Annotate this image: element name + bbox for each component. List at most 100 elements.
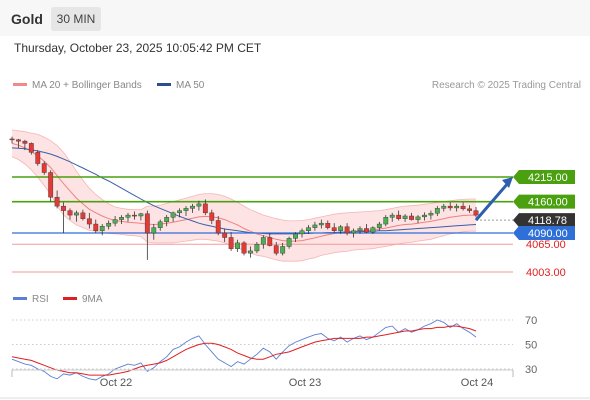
candle-body (151, 227, 157, 234)
candle-body (177, 210, 182, 214)
projection-arrowhead (502, 177, 513, 188)
candle-body (428, 213, 434, 216)
level-label-4065.00: 4065.00 (526, 239, 566, 251)
ma50-line (11, 147, 477, 235)
candle-body (467, 208, 472, 211)
candle-body (312, 224, 318, 228)
candle-body (138, 213, 144, 217)
time-axis: Oct 22 Oct 23 Oct 24 (0, 369, 590, 399)
legend-rsi: RSI (13, 294, 49, 305)
legend-ma20: MA 20 + Bollinger Bands (13, 80, 142, 91)
candle-body (357, 228, 363, 231)
candle-body (202, 203, 208, 214)
ma9-swatch (63, 296, 77, 300)
level-label-4118.78: 4118.78 (528, 215, 567, 227)
candle-body (383, 217, 389, 225)
candle-body (260, 237, 266, 245)
candle-body (396, 214, 402, 219)
level-tag-4118.78 (513, 213, 575, 228)
candle-body (267, 237, 273, 246)
candle-body (441, 205, 447, 209)
candle-body (41, 163, 47, 173)
rsi-series-RSI (11, 319, 477, 381)
candle-body (473, 210, 479, 216)
candle-body (28, 143, 34, 153)
candle-body (16, 139, 21, 142)
legend-ma20-label: MA 20 + Bollinger Bands (32, 80, 142, 91)
candle-body (235, 242, 240, 249)
candle-body (67, 210, 73, 216)
candle-body (132, 214, 137, 217)
level-label-4215.00: 4215.00 (528, 172, 568, 184)
candle-body (273, 245, 279, 254)
candle-body (415, 216, 421, 220)
candle-body (248, 250, 253, 254)
candle-body (183, 208, 189, 211)
time-tick-Oct-23: Oct 23 (289, 377, 321, 389)
candle-body (376, 223, 382, 228)
level-tag-4215.00 (513, 170, 575, 184)
price-level-layer (12, 176, 513, 273)
candle-body (344, 226, 350, 234)
projection-arrow (474, 181, 511, 222)
research-credit: Research © 2025 Trading Central (431, 80, 581, 91)
candle-body (306, 227, 311, 231)
legend-ma50: MA 50 (157, 80, 204, 91)
candle-body (325, 222, 331, 228)
candle-body (9, 138, 15, 141)
legend-ma50-label: MA 50 (176, 80, 205, 91)
timeframe-button[interactable]: 30 MIN (51, 7, 101, 31)
candle-body (196, 203, 202, 207)
timestamp: Thursday, October 23, 2025 10:05:42 PM C… (14, 41, 262, 55)
level-label-4160.00: 4160.00 (528, 197, 568, 209)
candle-body (48, 172, 54, 198)
candle-body (280, 246, 286, 254)
legend-9ma-label: 9MA (82, 294, 103, 305)
candle-body (422, 214, 427, 218)
candle-body (254, 244, 260, 252)
candle-body (434, 208, 440, 214)
candle-body (22, 140, 28, 144)
level-tag-4090.00 (513, 226, 575, 241)
candle-body (112, 219, 118, 224)
ma20-swatch (13, 82, 27, 86)
candle-body (99, 226, 105, 231)
candle-body (389, 214, 395, 218)
symbol-title: Gold (11, 11, 43, 27)
candle-body (144, 213, 150, 234)
candle-body (447, 205, 453, 209)
time-tick-Oct-22: Oct 22 (100, 377, 132, 389)
candle-body (299, 230, 305, 235)
legend-rsi-label: RSI (32, 294, 49, 305)
time-tick-Oct-24: Oct 24 (461, 377, 493, 389)
candle-body (157, 221, 163, 228)
candle-body (351, 230, 356, 234)
level-label-4090.00: 4090.00 (528, 228, 568, 240)
candle-body (35, 152, 41, 164)
candle-body (370, 227, 376, 233)
candle-body (119, 217, 124, 220)
candlestick-layer (9, 136, 513, 260)
candle-body (86, 218, 92, 225)
ma50-swatch (157, 82, 171, 86)
rsi-tick-50: 50 (525, 340, 537, 352)
candle-body (125, 214, 131, 218)
top-bar: Gold 30 MIN (0, 0, 590, 36)
rsi-tick-30: 30 (525, 364, 537, 376)
candle-body (93, 223, 99, 231)
candle-body (54, 196, 60, 207)
candle-body (454, 205, 460, 209)
candle-body (215, 220, 221, 234)
candle-body (318, 222, 324, 226)
candle-body (460, 205, 466, 210)
candle-body (190, 205, 195, 209)
candle-body (209, 212, 215, 221)
level-label-4003.00: 4003.00 (526, 267, 566, 279)
candle-body (241, 242, 247, 254)
candle-body (286, 238, 292, 247)
legend-9ma: 9MA (63, 294, 103, 305)
candle-body (80, 212, 86, 219)
candle-body (61, 205, 66, 211)
